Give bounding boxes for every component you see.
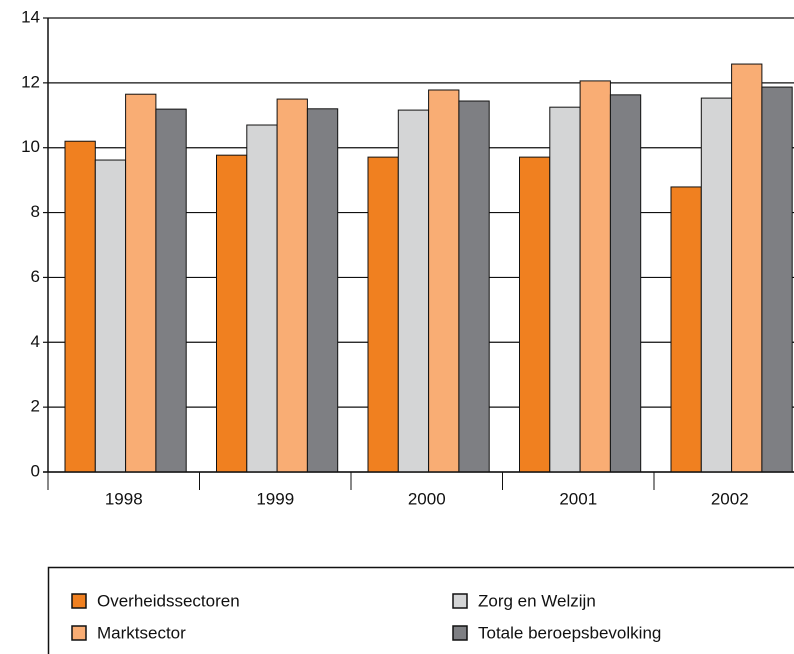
x-tick-label: 1998 [105, 489, 143, 508]
bar [670, 186, 702, 473]
bar [155, 108, 187, 473]
legend-swatch [71, 625, 87, 641]
y-tick-label: 0 [31, 461, 40, 480]
y-tick-label: 12 [21, 72, 40, 91]
bar [397, 109, 430, 473]
y-tick-label: 4 [31, 332, 40, 351]
bar [700, 97, 733, 473]
y-tick-label: 2 [31, 397, 40, 416]
bar [94, 159, 127, 473]
legend-swatch [71, 593, 87, 609]
bar [428, 89, 460, 473]
bar [458, 100, 490, 473]
y-tick-label: 8 [31, 202, 40, 221]
bar [549, 106, 581, 473]
bar [579, 80, 611, 473]
bar [125, 93, 157, 473]
bar [367, 156, 399, 473]
y-tick-label: 14 [21, 7, 40, 26]
bar [761, 86, 793, 473]
x-tick-label: 2002 [711, 489, 749, 508]
bar [519, 156, 551, 473]
bar [64, 140, 96, 473]
y-tick-label: 10 [21, 137, 40, 156]
bar [246, 124, 278, 473]
bar [216, 154, 248, 473]
legend-label: Zorg en Welzijn [478, 591, 596, 610]
legend-box [47, 566, 794, 654]
x-tick-label: 2000 [408, 489, 446, 508]
bar [731, 63, 763, 473]
bar [609, 94, 642, 473]
bar [306, 108, 339, 473]
legend-swatch [452, 625, 468, 641]
legend-label: Overheidssectoren [97, 591, 240, 610]
bar [276, 98, 308, 473]
legend-swatch [452, 593, 468, 609]
y-tick-label: 6 [31, 267, 40, 286]
x-tick-label: 2001 [559, 489, 597, 508]
x-tick-label: 1999 [256, 489, 294, 508]
legend-label: Totale beroepsbevolking [478, 623, 661, 642]
legend-label: Marktsector [97, 623, 186, 642]
